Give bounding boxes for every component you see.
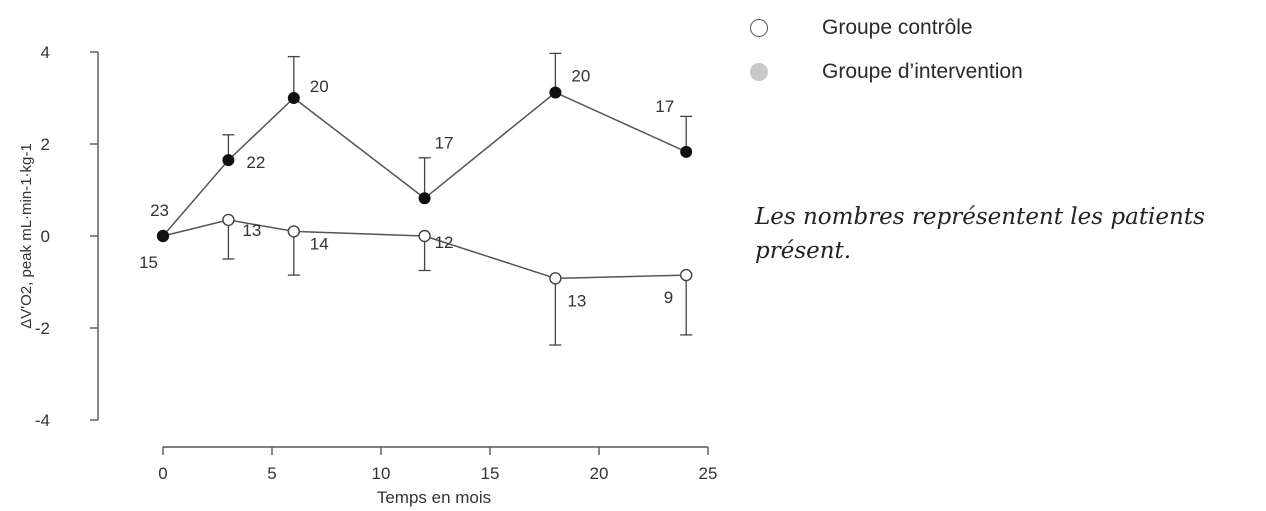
data-point [222, 213, 235, 227]
x-tick-label: 0 [158, 464, 167, 483]
series-line [162, 91, 687, 237]
y-tick-label: -2 [35, 319, 50, 338]
x-tick-label: 25 [699, 464, 718, 483]
chart-marks: 15 13 14 12 13 9 23 22 20 17 20 17 [139, 52, 693, 346]
data-label: 13 [242, 221, 261, 240]
data-point [549, 86, 562, 99]
data-label: 22 [246, 153, 265, 172]
y-tick-label: 4 [41, 43, 50, 62]
data-point [549, 272, 562, 285]
chart-area: -4 -2 0 2 4 0 5 10 15 20 25 Temps en mois ΔV'O2, pea… [18, 43, 717, 507]
x-tick-label: 10 [372, 464, 391, 483]
y-tick-label: -4 [35, 411, 50, 430]
data-point [418, 229, 431, 243]
legend-item-intervention: Groupe d’intervention [750, 52, 1023, 92]
y-axis-label: ΔV'O2, peak mL·min-1·kg-1 [18, 143, 35, 328]
data-label: 23 [150, 201, 169, 220]
x-tick-label: 15 [481, 464, 500, 483]
filled-circle-icon [750, 63, 768, 81]
legend-label-control: Groupe contrôle [822, 16, 973, 39]
data-label: 13 [567, 291, 586, 310]
data-point [287, 225, 300, 238]
data-label: 20 [310, 77, 329, 96]
x-tick-label: 20 [590, 464, 609, 483]
open-circle-icon [750, 19, 768, 37]
data-label: 17 [655, 97, 674, 116]
y-tick-label: 2 [41, 135, 50, 154]
data-label: 9 [664, 288, 673, 307]
data-point [418, 192, 431, 205]
data-point [287, 92, 300, 104]
data-point [680, 145, 693, 158]
legend: Groupe contrôle Groupe d’intervention [750, 8, 1170, 118]
axes: -4 -2 0 2 4 0 5 10 15 20 25 Temps en mois ΔV'O2, pea… [18, 43, 717, 507]
series-line [162, 219, 687, 280]
x-tick-label: 5 [267, 464, 276, 483]
data-label: 20 [571, 66, 590, 85]
data-point [680, 268, 693, 282]
data-label: 15 [139, 253, 158, 272]
legend-label-intervention: Groupe d’intervention [822, 60, 1023, 83]
data-label: 12 [435, 233, 454, 252]
legend-item-control: Groupe contrôle [750, 8, 973, 48]
data-point [157, 230, 169, 242]
y-tick-label: 0 [41, 227, 50, 246]
data-label: 14 [310, 234, 329, 253]
patients-note: Les nombres représentent les patients pr… [755, 204, 1205, 264]
x-axis-label: Temps en mois [377, 488, 491, 507]
data-point [222, 154, 235, 167]
data-label: 17 [435, 133, 454, 152]
